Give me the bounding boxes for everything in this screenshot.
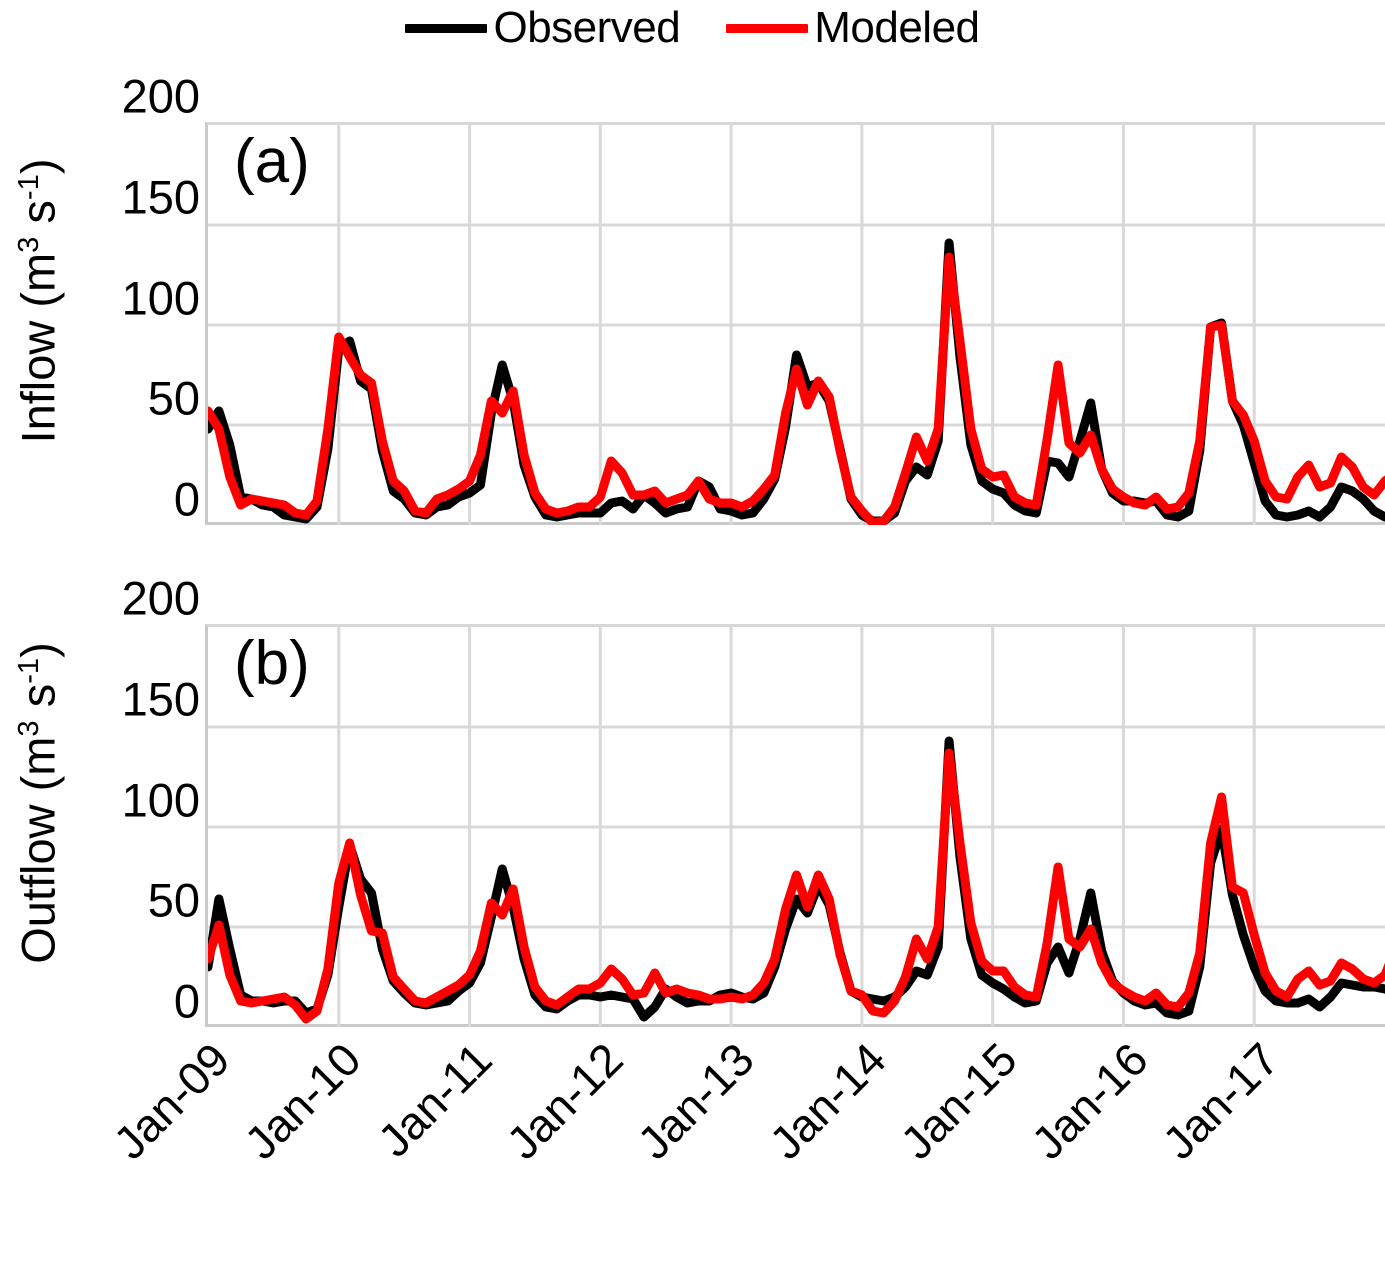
y-axis-title-sup-neg1: -1 — [13, 657, 45, 684]
y-axis-title-outflow: Outflow (m3 s-1) — [0, 588, 65, 1018]
y-tick-100: 100 — [121, 773, 200, 826]
legend-entry-observed: Observed — [405, 3, 681, 52]
y-axis-title-end: ) — [11, 642, 65, 658]
panel-label-b: (b) — [234, 629, 310, 698]
y-axis-title-mid: s — [11, 200, 65, 237]
legend-swatch-observed — [405, 23, 488, 33]
x-tick-jan-16: Jan-16 — [1021, 1032, 1158, 1170]
y-axis-title-mid: s — [11, 683, 65, 721]
y-tick-50: 50 — [147, 873, 200, 927]
legend-swatch-modeled — [726, 23, 809, 33]
y-tick-0: 0 — [173, 974, 200, 1028]
y-tick-150: 150 — [121, 672, 200, 726]
chart-panel-inflow: Inflow (m3 s-1) 200 150 100 50 0 (a) — [0, 73, 1385, 536]
y-axis-title-text: Outflow (m — [11, 736, 65, 964]
x-tick-jan-13: Jan-13 — [627, 1032, 765, 1170]
legend-label-modeled: Modeled — [814, 3, 980, 52]
plot-area-outflow: (b) — [205, 624, 1385, 1027]
x-tick-jan-09: Jan-09 — [103, 1032, 240, 1170]
x-tick-jan-10: Jan-10 — [234, 1032, 371, 1170]
y-axis-ticks-inflow: 200 150 100 50 0 — [60, 73, 200, 523]
x-tick-jan-15: Jan-15 — [890, 1032, 1027, 1170]
y-axis-title-end: ) — [11, 158, 65, 175]
inflow-series-svg — [208, 125, 1385, 525]
legend-label-observed: Observed — [493, 3, 681, 52]
series-line-modeled — [208, 748, 1385, 1024]
series-line-modeled — [208, 252, 1385, 525]
y-tick-50: 50 — [147, 371, 200, 425]
y-axis-title-inflow: Inflow (m3 s-1) — [0, 86, 65, 516]
x-tick-jan-11: Jan-11 — [368, 1032, 502, 1167]
y-axis-title-sup-neg1: -1 — [13, 174, 45, 201]
y-axis-title-sup-3: 3 — [13, 720, 45, 737]
chart-legend: Observed Modeled — [0, 0, 1385, 56]
x-axis-ticks: Jan-09 Jan-10 Jan-11 Jan-12 Jan-13 Jan-14 Jan-… — [0, 1033, 1385, 1182]
x-tick-jan-17: Jan-17 — [1152, 1032, 1289, 1170]
y-axis-ticks-outflow: 200 150 100 50 0 — [60, 575, 200, 1025]
y-tick-200: 200 — [121, 69, 200, 123]
y-tick-0: 0 — [173, 472, 200, 526]
y-tick-150: 150 — [121, 170, 200, 224]
y-tick-200: 200 — [121, 571, 200, 625]
y-axis-title-text: Inflow (m — [11, 252, 65, 444]
legend-entry-modeled: Modeled — [726, 3, 980, 52]
chart-panel-outflow: Outflow (m3 s-1) 200 150 100 50 0 (b) — [0, 575, 1385, 1038]
x-tick-jan-12: Jan-12 — [496, 1032, 633, 1170]
plot-area-inflow: (a) — [205, 122, 1385, 525]
outflow-series-svg — [208, 627, 1385, 1027]
x-tick-jan-14: Jan-14 — [758, 1032, 896, 1170]
y-tick-100: 100 — [121, 271, 200, 324]
gridlines — [208, 125, 1385, 525]
y-axis-title-sup-3: 3 — [13, 236, 45, 253]
panel-label-a: (a) — [234, 127, 310, 196]
